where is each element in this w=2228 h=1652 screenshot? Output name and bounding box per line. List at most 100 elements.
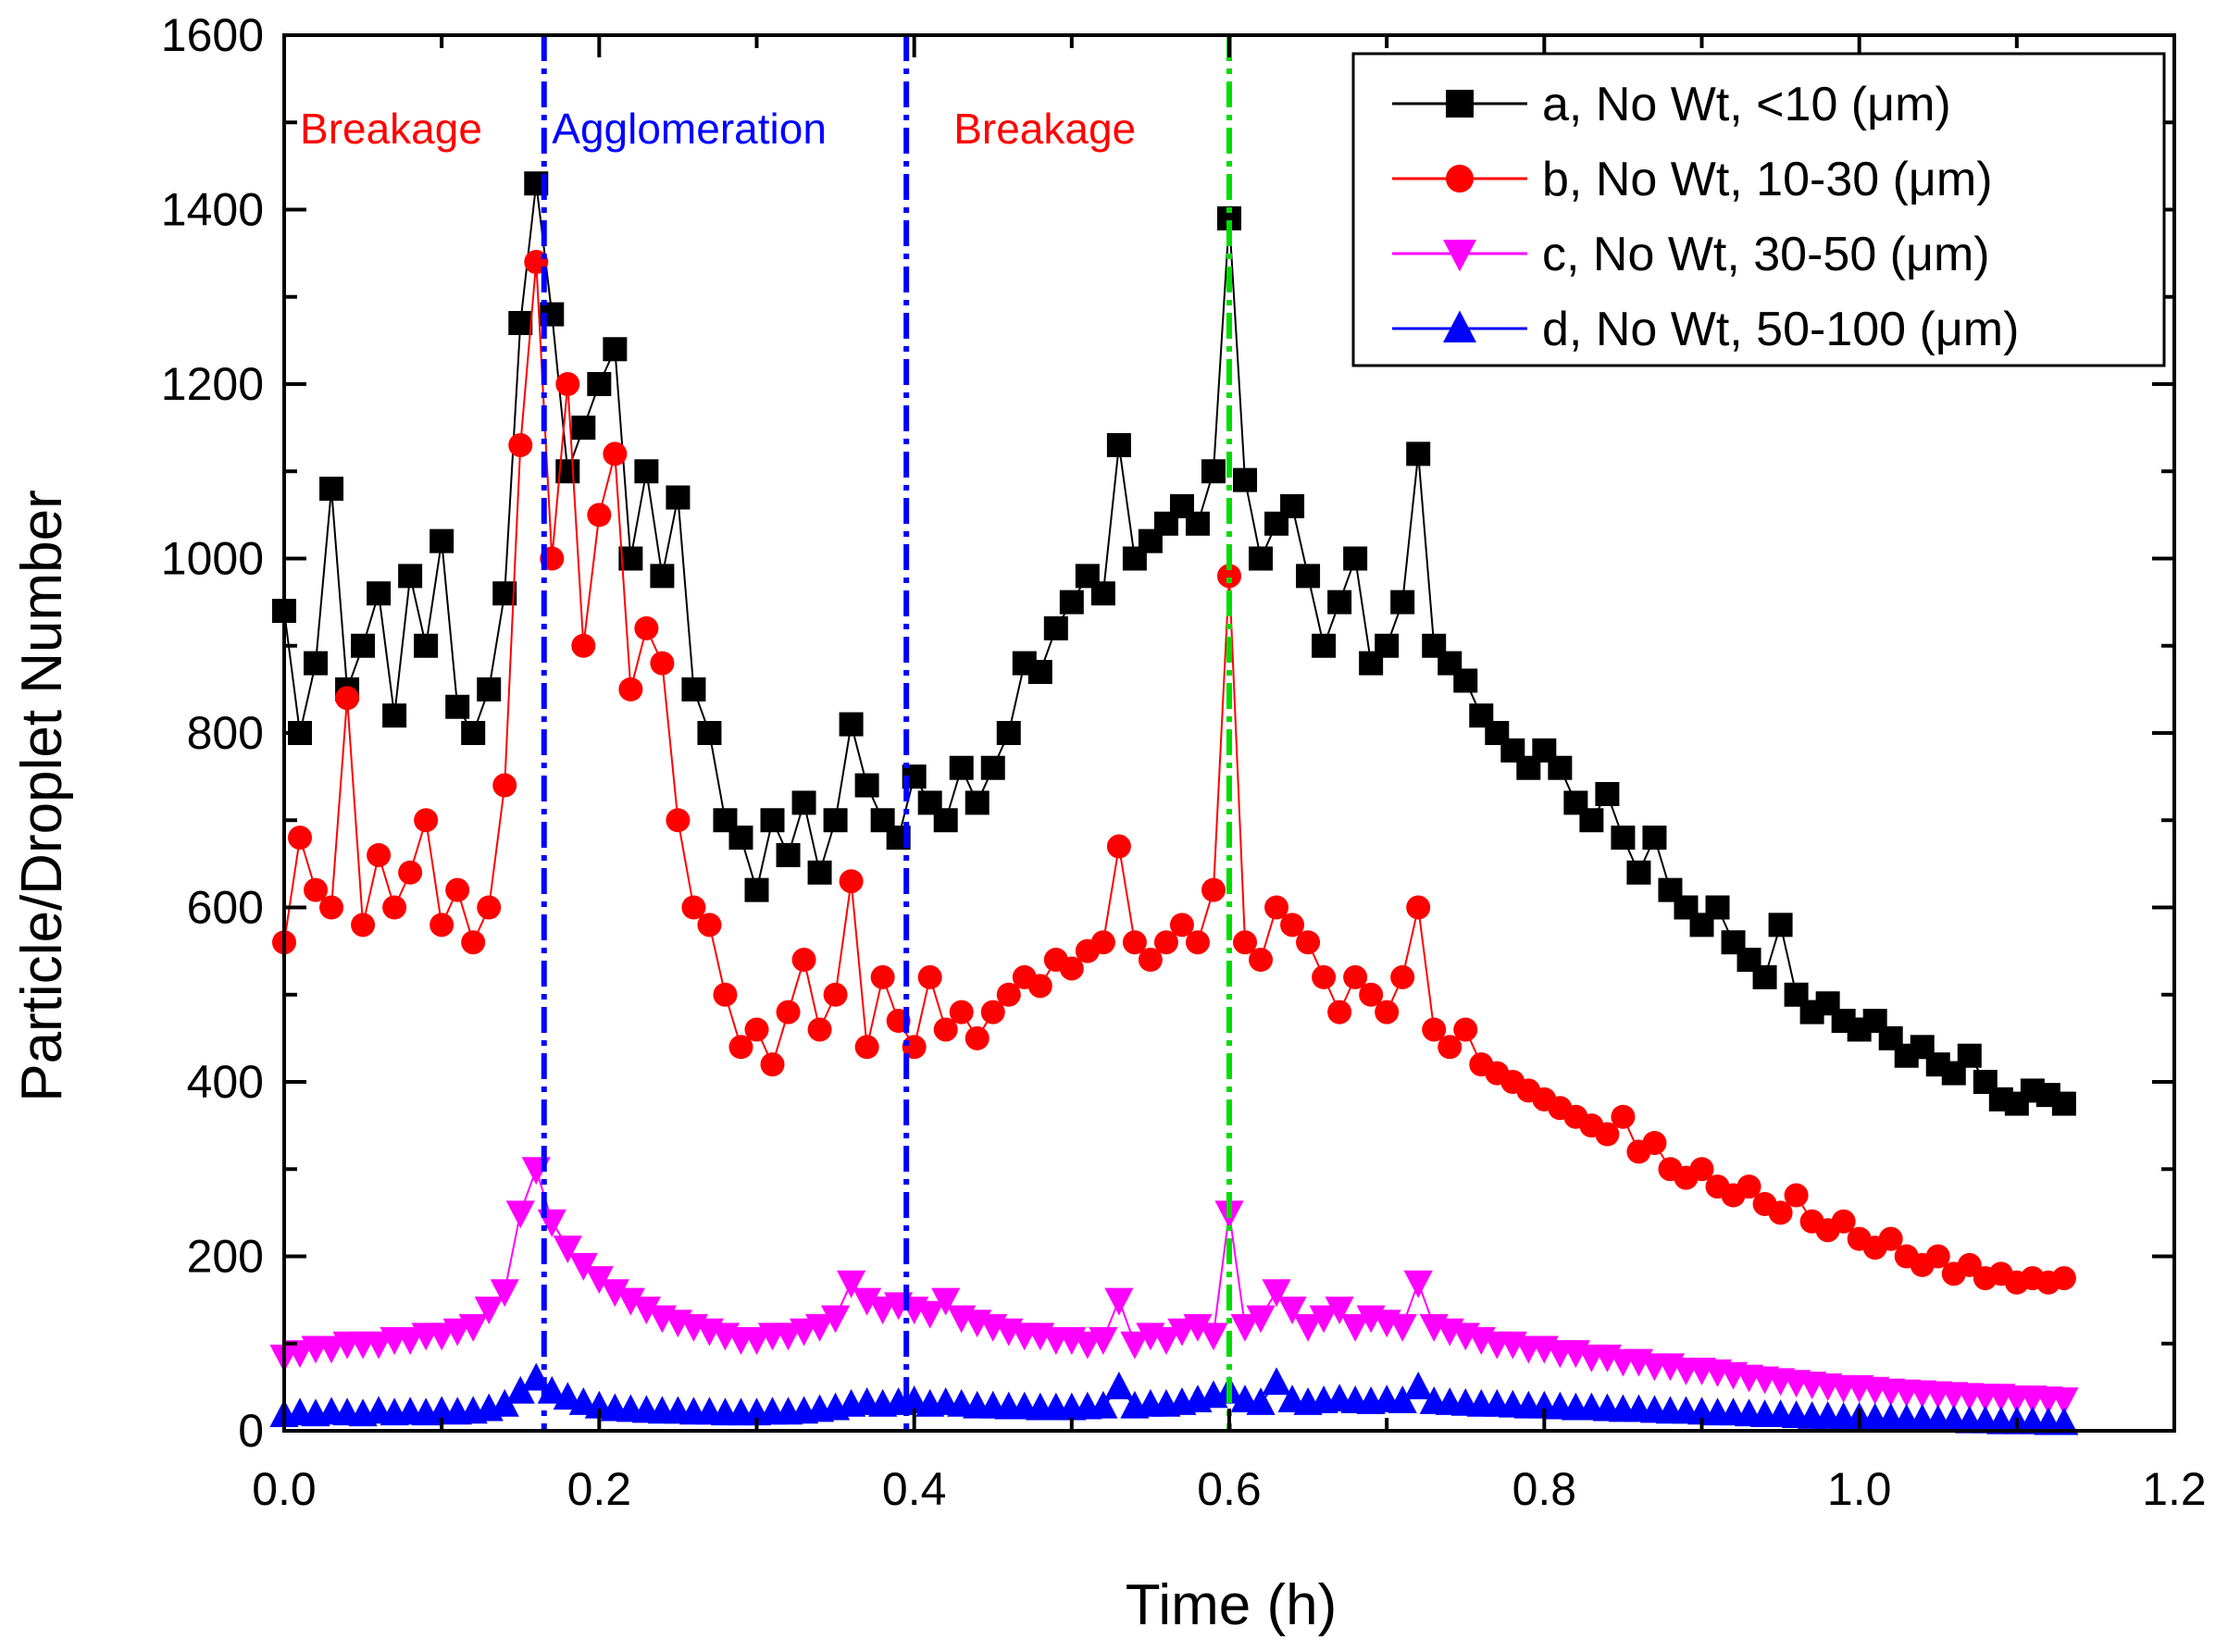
data-point	[616, 1287, 645, 1316]
data-point	[1453, 668, 1478, 693]
data-point	[335, 686, 360, 711]
data-point	[744, 1017, 769, 1042]
data-point	[1595, 1122, 1620, 1147]
data-point	[351, 633, 376, 658]
data-point	[744, 877, 769, 902]
data-point	[933, 808, 958, 833]
data-point	[791, 790, 816, 815]
data-point	[854, 1035, 879, 1060]
data-point	[492, 773, 517, 798]
data-point	[2051, 1091, 2076, 1116]
data-point	[1246, 1386, 1276, 1415]
data-point	[429, 913, 454, 938]
series-a	[272, 171, 2076, 1116]
legend-label: b, No Wt, 10-30 (μm)	[1542, 153, 1993, 206]
data-point	[1579, 808, 1604, 833]
data-point	[1233, 930, 1258, 955]
data-point	[697, 721, 722, 745]
legend: a, No Wt, <10 (μm) b, No Wt, 10-30 (μm) c,…	[1351, 52, 2166, 367]
phase-annotation: Breakage	[300, 105, 482, 153]
data-point	[807, 860, 832, 885]
data-point	[980, 755, 1005, 780]
phase-annotation: Breakage	[953, 105, 1136, 153]
legend-label: d, No Wt, 50-100 (μm)	[1542, 303, 2019, 356]
data-point	[870, 964, 895, 989]
data-point	[1089, 1390, 1118, 1419]
data-point	[458, 1313, 488, 1342]
data-point	[490, 1388, 519, 1417]
y-tick-label: 200	[187, 1231, 264, 1283]
data-point	[1957, 1043, 1982, 1068]
x-axis-title: Time (h)	[1126, 1573, 1337, 1637]
data-point	[634, 459, 659, 484]
data-point	[728, 826, 753, 851]
data-point	[807, 1017, 832, 1042]
data-point	[477, 895, 502, 920]
data-point	[853, 1287, 882, 1316]
data-point	[1249, 546, 1274, 571]
data-point	[1059, 956, 1084, 981]
data-point	[713, 982, 738, 1007]
data-point	[1106, 432, 1131, 457]
data-point	[1059, 590, 1084, 615]
data-point	[1878, 1226, 1903, 1251]
data-point	[477, 677, 502, 702]
data-point	[1375, 1000, 1400, 1025]
data-point	[304, 651, 329, 676]
data-point	[1104, 1287, 1134, 1316]
legend-box	[1351, 52, 2166, 367]
data-point	[1217, 564, 1241, 589]
x-tick-label: 0.8	[1512, 1463, 1577, 1515]
data-point	[490, 1279, 519, 1308]
data-point	[1169, 913, 1194, 938]
data-point	[571, 633, 596, 658]
data-point	[1327, 1000, 1352, 1025]
data-point	[681, 895, 706, 920]
data-point	[603, 441, 628, 466]
y-tick-label: 400	[187, 1056, 264, 1108]
data-point	[917, 964, 942, 989]
legend-item: c, No Wt, 30-50 (μm)	[1392, 228, 1990, 281]
plot-marks	[269, 171, 2079, 1435]
data-point	[666, 485, 691, 510]
data-point	[398, 564, 423, 589]
data-point	[505, 1375, 535, 1404]
data-point	[776, 1000, 801, 1025]
data-point	[1325, 1297, 1354, 1324]
data-point	[1768, 1200, 1793, 1225]
data-point	[382, 703, 407, 728]
legend-item: d, No Wt, 50-100 (μm)	[1392, 303, 2019, 356]
y-tick-label: 800	[187, 707, 264, 759]
x-tick-label: 0.0	[252, 1463, 317, 1515]
data-point	[1642, 1130, 1667, 1155]
data-point	[1090, 930, 1115, 955]
data-point	[1280, 493, 1305, 518]
series-d	[269, 1362, 2079, 1435]
data-point	[1390, 590, 1415, 615]
data-point	[1246, 1305, 1276, 1334]
annotations: Breakage Agglomeration Breakage	[300, 105, 1136, 153]
data-point	[776, 842, 801, 867]
data-point	[1375, 633, 1400, 658]
data-point	[2051, 1266, 2076, 1291]
data-point	[1388, 1313, 1417, 1342]
data-point	[587, 503, 612, 528]
data-point	[553, 1236, 582, 1263]
data-point	[854, 773, 879, 798]
data-point	[304, 877, 329, 902]
data-point	[804, 1313, 835, 1342]
data-point	[1595, 781, 1620, 806]
data-point	[650, 564, 675, 589]
data-point	[1406, 895, 1431, 920]
data-point	[1293, 1313, 1323, 1342]
y-tick-label: 1400	[161, 184, 264, 236]
data-point	[1120, 1331, 1150, 1360]
data-point	[1262, 1279, 1291, 1308]
data-point	[429, 528, 454, 553]
data-point	[351, 913, 376, 938]
data-point	[1422, 1017, 1447, 1042]
data-point	[760, 808, 785, 833]
data-point	[1453, 1017, 1478, 1042]
legend-label: a, No Wt, <10 (μm)	[1542, 78, 1951, 131]
legend-marker-icon	[1446, 165, 1474, 193]
